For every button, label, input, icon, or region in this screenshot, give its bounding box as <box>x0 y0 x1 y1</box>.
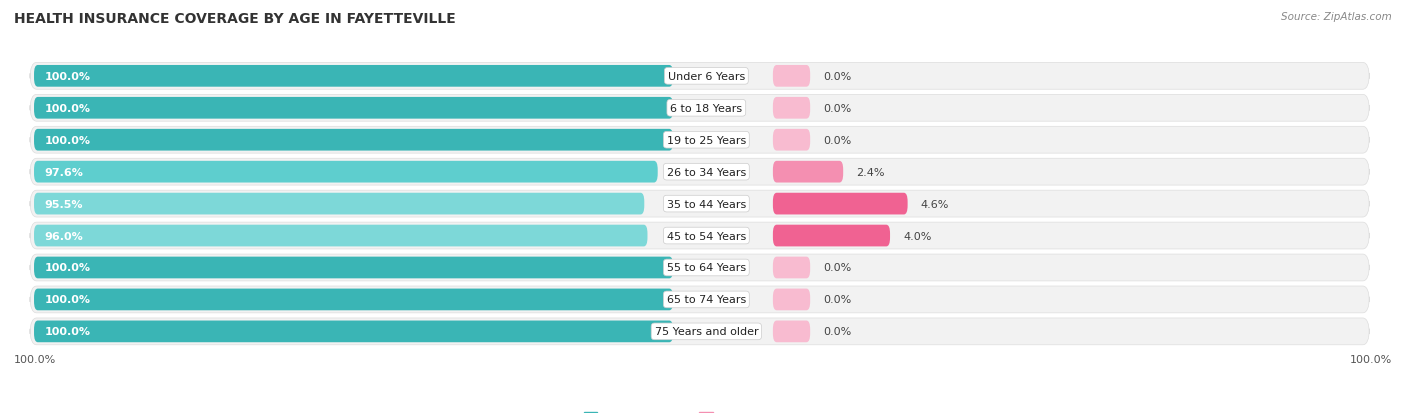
Text: 45 to 54 Years: 45 to 54 Years <box>666 231 747 241</box>
FancyBboxPatch shape <box>30 63 1369 90</box>
Text: HEALTH INSURANCE COVERAGE BY AGE IN FAYETTEVILLE: HEALTH INSURANCE COVERAGE BY AGE IN FAYE… <box>14 12 456 26</box>
Text: 19 to 25 Years: 19 to 25 Years <box>666 135 747 145</box>
FancyBboxPatch shape <box>773 161 844 183</box>
Text: 0.0%: 0.0% <box>824 135 852 145</box>
FancyBboxPatch shape <box>773 193 908 215</box>
FancyBboxPatch shape <box>34 257 673 279</box>
FancyBboxPatch shape <box>773 289 810 311</box>
Text: 97.6%: 97.6% <box>45 167 83 177</box>
Text: 35 to 44 Years: 35 to 44 Years <box>666 199 747 209</box>
FancyBboxPatch shape <box>773 257 810 279</box>
Text: 95.5%: 95.5% <box>45 199 83 209</box>
FancyBboxPatch shape <box>773 66 810 88</box>
Text: 2.4%: 2.4% <box>856 167 884 177</box>
Text: 4.0%: 4.0% <box>904 231 932 241</box>
Text: 26 to 34 Years: 26 to 34 Years <box>666 167 747 177</box>
Text: 100.0%: 100.0% <box>45 327 90 337</box>
Text: 100.0%: 100.0% <box>45 104 90 114</box>
FancyBboxPatch shape <box>34 321 673 342</box>
FancyBboxPatch shape <box>30 318 1369 345</box>
FancyBboxPatch shape <box>30 286 1369 313</box>
FancyBboxPatch shape <box>30 223 1369 249</box>
Text: 55 to 64 Years: 55 to 64 Years <box>666 263 747 273</box>
FancyBboxPatch shape <box>773 130 810 151</box>
FancyBboxPatch shape <box>34 289 673 311</box>
Text: 0.0%: 0.0% <box>824 295 852 305</box>
FancyBboxPatch shape <box>34 66 673 88</box>
Text: 4.6%: 4.6% <box>921 199 949 209</box>
Text: 100.0%: 100.0% <box>45 72 90 82</box>
Text: 0.0%: 0.0% <box>824 327 852 337</box>
FancyBboxPatch shape <box>34 161 658 183</box>
Text: Source: ZipAtlas.com: Source: ZipAtlas.com <box>1281 12 1392 22</box>
FancyBboxPatch shape <box>34 98 673 119</box>
Text: 100.0%: 100.0% <box>45 263 90 273</box>
FancyBboxPatch shape <box>773 225 890 247</box>
FancyBboxPatch shape <box>30 159 1369 185</box>
FancyBboxPatch shape <box>30 254 1369 281</box>
FancyBboxPatch shape <box>773 98 810 119</box>
FancyBboxPatch shape <box>30 191 1369 218</box>
FancyBboxPatch shape <box>34 193 644 215</box>
Legend: With Coverage, Without Coverage: With Coverage, Without Coverage <box>579 408 827 413</box>
Text: 96.0%: 96.0% <box>45 231 83 241</box>
Text: 6 to 18 Years: 6 to 18 Years <box>671 104 742 114</box>
Text: 100.0%: 100.0% <box>14 355 56 365</box>
Text: 65 to 74 Years: 65 to 74 Years <box>666 295 747 305</box>
FancyBboxPatch shape <box>30 95 1369 122</box>
Text: 100.0%: 100.0% <box>1350 355 1392 365</box>
Text: 100.0%: 100.0% <box>45 135 90 145</box>
FancyBboxPatch shape <box>30 127 1369 154</box>
FancyBboxPatch shape <box>773 321 810 342</box>
Text: 100.0%: 100.0% <box>45 295 90 305</box>
FancyBboxPatch shape <box>34 225 648 247</box>
FancyBboxPatch shape <box>34 130 673 151</box>
Text: 75 Years and older: 75 Years and older <box>655 327 758 337</box>
Text: 0.0%: 0.0% <box>824 104 852 114</box>
Text: 0.0%: 0.0% <box>824 72 852 82</box>
Text: 0.0%: 0.0% <box>824 263 852 273</box>
Text: Under 6 Years: Under 6 Years <box>668 72 745 82</box>
